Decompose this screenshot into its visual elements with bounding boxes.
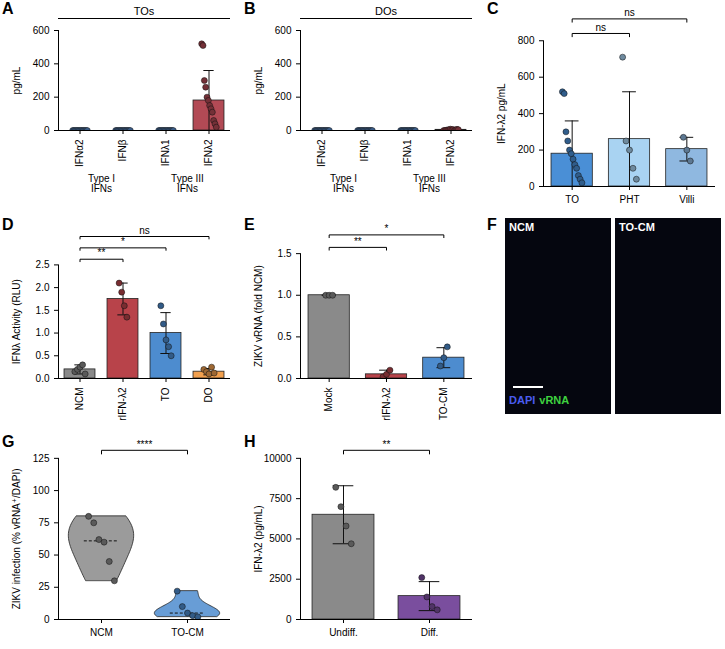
svg-text:IFNβ: IFNβ — [117, 139, 128, 161]
svg-text:IFNλ1: IFNλ1 — [160, 139, 171, 166]
svg-text:ns: ns — [139, 225, 150, 236]
svg-text:Villi: Villi — [679, 194, 694, 205]
svg-text:TO: TO — [160, 387, 171, 401]
svg-text:ZIKV vRNA (fold NCM): ZIKV vRNA (fold NCM) — [253, 265, 264, 367]
svg-text:*: * — [121, 236, 125, 247]
svg-text:pg/mL: pg/mL — [253, 66, 264, 94]
svg-text:ns: ns — [624, 7, 635, 18]
svg-text:1.5: 1.5 — [36, 305, 50, 316]
svg-text:1.5: 1.5 — [278, 248, 292, 259]
html-text:DAPI vRNA: DAPI vRNA — [509, 394, 570, 406]
html-text:G: G — [2, 433, 15, 450]
svg-text:0: 0 — [44, 614, 50, 625]
svg-text:**: ** — [98, 247, 106, 258]
svg-text:Undiff.: Undiff. — [329, 627, 358, 638]
svg-text:0: 0 — [286, 614, 292, 625]
svg-text:0: 0 — [286, 125, 292, 136]
svg-text:rIFN-λ2: rIFN-λ2 — [381, 387, 392, 421]
svg-text:ZIKV infection (% vRNA⁺/DAPI): ZIKV infection (% vRNA⁺/DAPI) — [11, 468, 22, 609]
svg-text:IFNα2: IFNα2 — [74, 139, 85, 167]
html-text:B: B — [244, 0, 256, 17]
svg-text:*: * — [385, 223, 389, 234]
svg-text:Diff.: Diff. — [421, 627, 439, 638]
svg-text:TO-CM: TO-CM — [438, 388, 449, 421]
svg-text:75: 75 — [38, 517, 50, 528]
svg-text:Type IIIIFNs: Type IIIIFNs — [171, 173, 204, 194]
svg-text:DO: DO — [203, 387, 214, 402]
svg-text:Type IIFNs: Type IIFNs — [330, 173, 357, 194]
html-text:H: H — [244, 433, 256, 450]
html-text:A: A — [2, 0, 14, 17]
svg-text:1.0: 1.0 — [278, 289, 292, 300]
svg-text:IFNβ: IFNβ — [359, 139, 370, 161]
html-text:E: E — [244, 216, 255, 233]
html-text:TOs: TOs — [133, 5, 155, 17]
svg-text:2.5: 2.5 — [36, 259, 50, 270]
svg-text:0.5: 0.5 — [278, 331, 292, 342]
svg-text:100: 100 — [33, 485, 50, 496]
svg-text:125: 125 — [33, 453, 50, 464]
svg-text:600: 600 — [518, 71, 535, 82]
svg-text:7500: 7500 — [269, 493, 292, 504]
svg-text:10000: 10000 — [264, 453, 292, 464]
svg-text:**: ** — [383, 439, 391, 450]
svg-text:IFNλ2: IFNλ2 — [445, 139, 456, 166]
html-text:C: C — [487, 0, 499, 17]
svg-text:0: 0 — [44, 125, 50, 136]
svg-text:400: 400 — [275, 58, 292, 69]
svg-text:600: 600 — [33, 25, 50, 36]
svg-text:50: 50 — [38, 549, 50, 560]
html-text:TO-CM: TO-CM — [619, 221, 655, 233]
svg-text:2500: 2500 — [269, 573, 292, 584]
svg-text:Type IIFNs: Type IIFNs — [88, 173, 115, 194]
svg-text:0.0: 0.0 — [36, 373, 50, 384]
svg-text:TO: TO — [565, 194, 579, 205]
svg-text:600: 600 — [275, 25, 292, 36]
svg-text:800: 800 — [518, 35, 535, 46]
svg-text:400: 400 — [518, 108, 535, 119]
svg-text:400: 400 — [33, 58, 50, 69]
svg-text:IFNλ1: IFNλ1 — [402, 139, 413, 166]
svg-text:IFN-λ2 (pg/mL): IFN-λ2 (pg/mL) — [253, 505, 264, 572]
svg-text:IFNλ2: IFNλ2 — [203, 139, 214, 166]
svg-text:0: 0 — [529, 181, 535, 192]
svg-text:Mock: Mock — [323, 387, 334, 412]
svg-text:**: ** — [354, 236, 362, 247]
svg-text:ns: ns — [596, 22, 607, 33]
html-text:NCM: NCM — [509, 221, 535, 233]
svg-text:0.5: 0.5 — [36, 350, 50, 361]
html-text:F: F — [487, 216, 497, 233]
svg-text:TO-CM: TO-CM — [171, 627, 204, 638]
svg-text:0.0: 0.0 — [278, 373, 292, 384]
svg-text:200: 200 — [33, 91, 50, 102]
svg-text:2.0: 2.0 — [36, 282, 50, 293]
svg-text:1.0: 1.0 — [36, 327, 50, 338]
svg-text:IFNα2: IFNα2 — [316, 139, 327, 167]
svg-text:PHT: PHT — [620, 194, 640, 205]
html-text:DOs: DOs — [375, 5, 397, 17]
svg-text:5000: 5000 — [269, 533, 292, 544]
svg-text:IFNλ Activity (RLU): IFNλ Activity (RLU) — [11, 279, 22, 364]
svg-text:IFN-λ2 pg/mL: IFN-λ2 pg/mL — [496, 83, 507, 144]
svg-text:Type IIIIFNs: Type IIIIFNs — [413, 173, 446, 194]
svg-text:pg/mL: pg/mL — [11, 66, 22, 94]
svg-text:rIFN-λ2: rIFN-λ2 — [117, 387, 128, 421]
html-text:D: D — [2, 216, 14, 233]
svg-text:NCM: NCM — [90, 627, 113, 638]
svg-text:NCM: NCM — [74, 388, 85, 411]
svg-text:200: 200 — [518, 144, 535, 155]
svg-text:200: 200 — [275, 91, 292, 102]
svg-text:****: **** — [137, 439, 153, 450]
svg-text:25: 25 — [38, 581, 50, 592]
